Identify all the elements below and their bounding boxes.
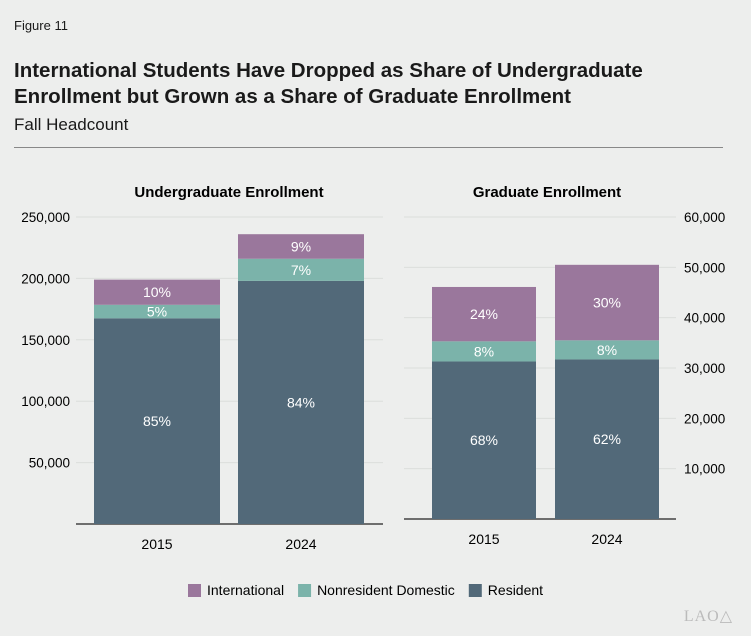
y-tick-label: 250,000	[21, 210, 70, 225]
legend-swatch	[468, 584, 482, 597]
divider	[14, 147, 723, 148]
legend-label: Resident	[488, 582, 543, 598]
bar-segment-international	[432, 286, 536, 342]
lao-logo: LAO△	[683, 608, 733, 625]
y-tick-label: 20,000	[684, 411, 725, 426]
data-label: 5%	[147, 304, 167, 320]
x-tick-label: 2024	[591, 531, 622, 547]
bar-segment-international	[555, 264, 659, 341]
bar-segment-international	[94, 279, 220, 305]
y-tick-label: 60,000	[684, 210, 725, 225]
data-label: 7%	[291, 262, 311, 278]
data-label: 68%	[470, 432, 498, 448]
data-label: 62%	[593, 431, 621, 447]
bar-segment-nonresident-domestic	[555, 340, 659, 360]
panel-title: Graduate Enrollment	[473, 184, 621, 201]
data-label: 30%	[593, 295, 621, 311]
y-tick-label: 40,000	[684, 311, 725, 326]
x-tick-label: 2015	[468, 531, 499, 547]
bar-segment-resident	[94, 318, 220, 524]
bar-segment-international	[238, 234, 364, 259]
y-tick-label: 10,000	[684, 462, 725, 477]
legend-swatch	[188, 584, 201, 597]
y-tick-label: 150,000	[21, 333, 70, 348]
data-label: 24%	[470, 306, 498, 322]
data-label: 85%	[143, 413, 171, 429]
bar-segment-resident	[432, 361, 536, 519]
bar-segment-resident	[555, 359, 659, 519]
x-tick-label: 2024	[285, 536, 316, 552]
bar-segment-nonresident-domestic	[432, 341, 536, 362]
data-label: 10%	[143, 284, 171, 300]
legend-swatch	[298, 584, 312, 597]
figure-label: Figure 11	[14, 18, 68, 33]
bar-segment-nonresident-domestic	[238, 258, 364, 281]
bar-segment-resident	[238, 280, 364, 524]
y-tick-label: 30,000	[684, 361, 725, 376]
data-label: 8%	[597, 342, 617, 358]
data-label: 8%	[474, 343, 494, 359]
x-tick-label: 2015	[141, 536, 172, 552]
legend-label: International	[207, 582, 284, 598]
y-tick-label: 100,000	[21, 394, 70, 409]
data-label: 84%	[287, 394, 315, 410]
chart-title: International Students Have Dropped as S…	[14, 59, 643, 108]
y-tick-label: 50,000	[29, 456, 70, 471]
y-tick-label: 50,000	[684, 260, 725, 275]
chart-subtitle: Fall Headcount	[14, 115, 129, 134]
panel-title: Undergraduate Enrollment	[134, 184, 323, 201]
legend-label: Nonresident Domestic	[317, 582, 455, 598]
bar-segment-nonresident-domestic	[94, 304, 220, 319]
y-tick-label: 200,000	[21, 271, 70, 286]
data-label: 9%	[291, 238, 311, 254]
